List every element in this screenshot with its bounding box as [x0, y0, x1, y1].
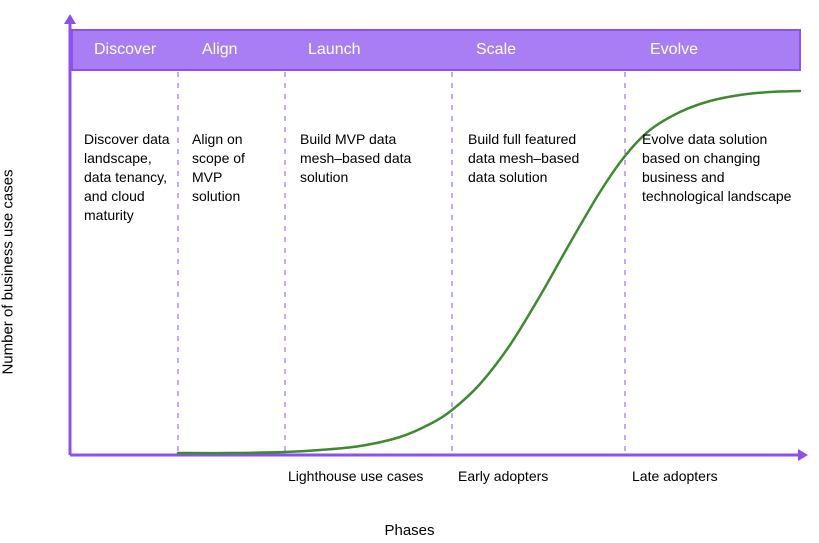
figure-canvas: Number of business use cases Phases Disc… [0, 0, 819, 543]
dividers-svg [0, 0, 819, 543]
phase-header-scale: Scale [468, 30, 524, 70]
adopter-label: Lighthouse use cases [288, 468, 423, 484]
phase-header-evolve: Evolve [642, 30, 706, 70]
phase-header-label: Align [202, 41, 238, 59]
adopter-label: Early adopters [458, 468, 548, 484]
phase-header-label: Scale [476, 41, 516, 59]
phase-desc-evolve: Evolve data solution based on changing b… [642, 130, 792, 206]
phase-desc-discover: Discover data landscape, data tenancy, a… [84, 130, 170, 224]
phase-header-discover: Discover [86, 30, 164, 70]
phase-desc-launch: Build MVP data mesh–based data solution [300, 130, 420, 187]
axes-svg [0, 0, 819, 543]
phase-desc-align: Align on scope of MVP solution [192, 130, 274, 206]
x-axis-label: Phases [384, 522, 434, 539]
phase-header-label: Discover [94, 41, 156, 59]
y-axis-label: Number of business use cases [0, 169, 17, 374]
phase-header-launch: Launch [300, 30, 369, 70]
adoption-curve-svg [0, 0, 819, 543]
phase-header-label: Evolve [650, 41, 698, 59]
phase-desc-scale: Build full featured data mesh–based data… [468, 130, 598, 187]
adopter-label: Late adopters [632, 468, 718, 484]
phase-header-align: Align [194, 30, 246, 70]
phase-header-label: Launch [308, 41, 361, 59]
